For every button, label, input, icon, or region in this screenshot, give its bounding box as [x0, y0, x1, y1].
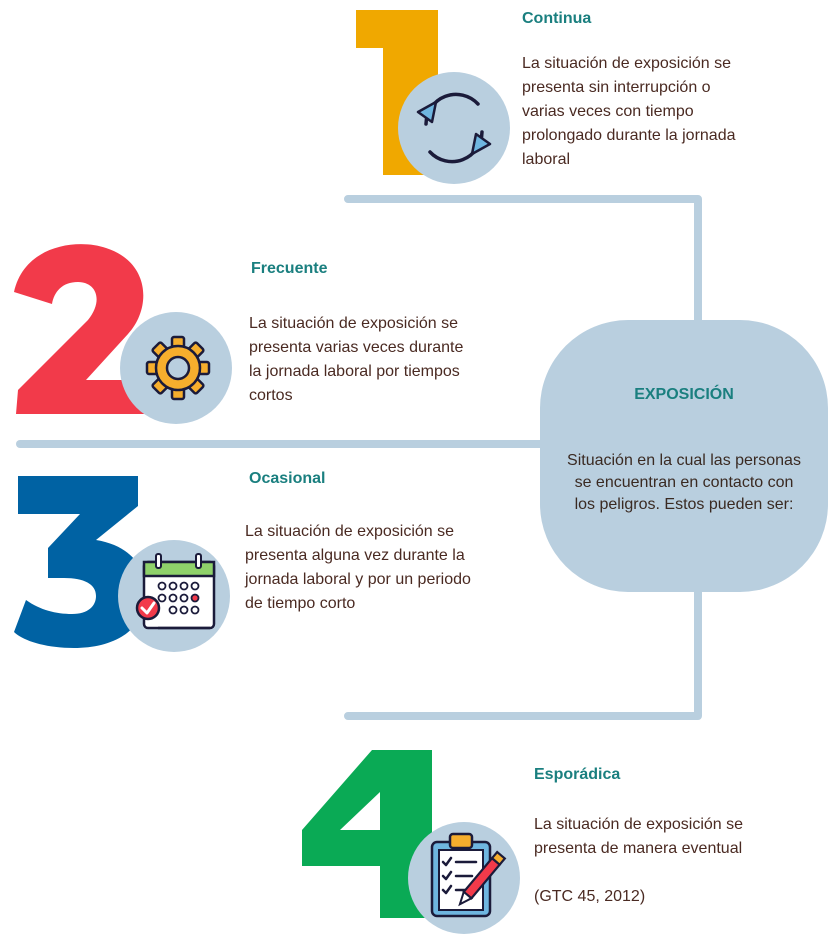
exposure-hub: EXPOSICIÓN Situación en la cual las pers…	[540, 320, 828, 592]
gear-icon	[145, 335, 211, 401]
item-4-description: La situación de exposición se presenta d…	[534, 816, 744, 857]
item-2-description: La situación de exposición se presenta v…	[249, 315, 464, 404]
hub-title: EXPOSICIÓN	[634, 386, 734, 403]
item-1-description: La situación de exposición se presenta s…	[522, 55, 736, 168]
item-2-title: Frecuente	[251, 260, 328, 277]
refresh-cycle-icon	[416, 92, 492, 164]
item-3-description: La situación de exposición se presenta a…	[245, 523, 471, 612]
item-2-icon-circle	[120, 312, 232, 424]
item-4-title: Esporádica	[534, 766, 621, 783]
clipboard-checklist-icon	[430, 832, 507, 918]
item-1-icon-circle	[398, 72, 510, 184]
item-1-title: Continua	[522, 10, 592, 27]
calendar-icon	[135, 553, 216, 630]
item-4-citation: (GTC 45, 2012)	[534, 888, 646, 905]
item-3-icon-circle	[118, 540, 230, 652]
item-4-icon-circle	[408, 822, 520, 934]
item-3-title: Ocasional	[249, 470, 326, 487]
hub-description: Situación en la cual las personas se enc…	[567, 452, 801, 513]
